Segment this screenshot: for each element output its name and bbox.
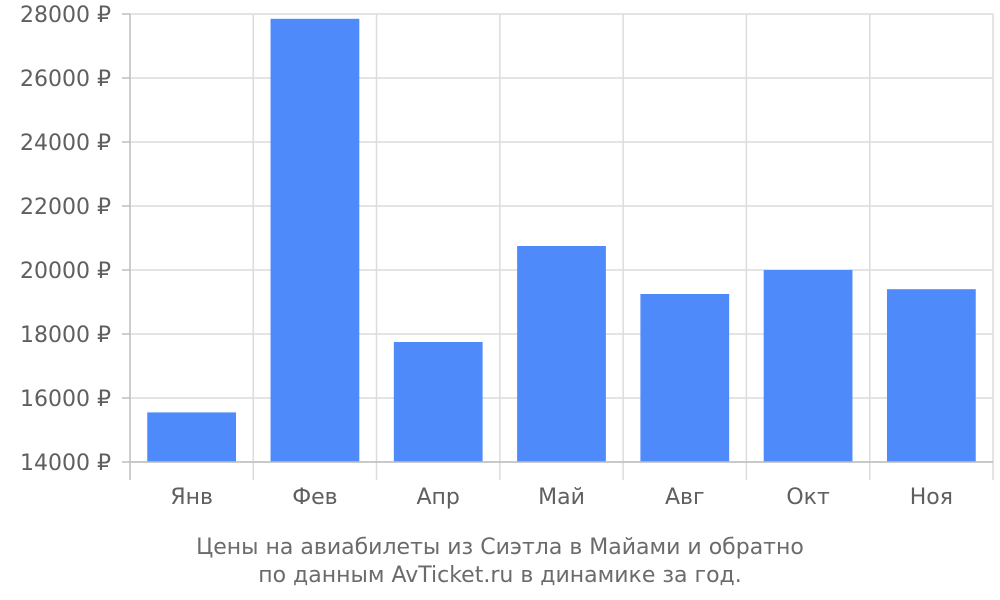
x-tick-label: Авг <box>665 485 705 510</box>
bar-2 <box>270 18 360 463</box>
y-tick-label: 28000 ₽ <box>20 3 111 28</box>
bar-3 <box>393 342 483 462</box>
bar-chart: 14000 ₽ 16000 ₽ 18000 ₽ 20000 ₽ 22000 ₽ 24000… <box>20 3 994 510</box>
y-tick-label: 26000 ₽ <box>20 67 111 92</box>
bars <box>147 18 976 463</box>
y-tick-label: 16000 ₽ <box>20 387 111 412</box>
bar-5 <box>640 294 730 462</box>
axes <box>129 14 993 480</box>
y-tick-label: 24000 ₽ <box>20 131 111 156</box>
x-tick-label: Янв <box>170 485 213 510</box>
y-tick-label: 22000 ₽ <box>20 195 111 220</box>
x-tick-label: Ноя <box>910 485 953 510</box>
x-axis-ticks: Янв Фев Апр Май Авг Окт Ноя <box>170 485 953 510</box>
bar-6 <box>763 270 853 462</box>
chart-caption-line-1: Цены на авиабилеты из Сиэтла в Майами и … <box>196 535 804 560</box>
bar-7 <box>886 289 976 462</box>
y-tick-label: 20000 ₽ <box>20 259 111 284</box>
bar-1 <box>147 412 237 462</box>
chart-caption-line-2: по данным AvTicket.ru в динамике за год. <box>258 563 742 588</box>
x-tick-label: Фев <box>292 485 337 510</box>
y-tick-label: 14000 ₽ <box>20 451 111 476</box>
bar-4 <box>517 246 606 462</box>
x-tick-label: Май <box>538 485 585 510</box>
x-tick-label: Окт <box>786 485 830 510</box>
y-axis-ticks: 14000 ₽ 16000 ₽ 18000 ₽ 20000 ₽ 22000 ₽ 24000… <box>20 3 130 476</box>
x-tick-label: Апр <box>417 485 460 510</box>
y-tick-label: 18000 ₽ <box>20 323 111 348</box>
